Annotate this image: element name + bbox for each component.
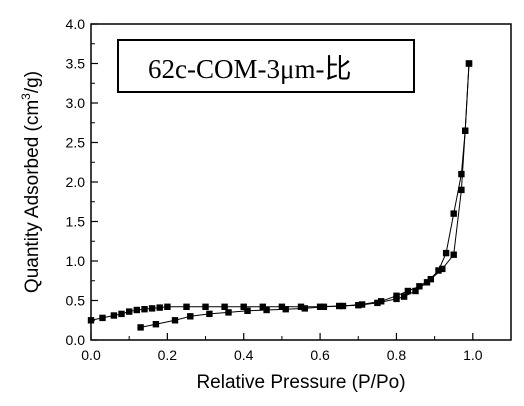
y-axis-label-main: Quantity Adsorbed (cm: [22, 100, 43, 293]
data-point: [164, 303, 171, 310]
data-point: [99, 314, 106, 322]
y-axis: 0.0 0.5 1.0 1.5 2.0 2.5 3.0 3.5 4.0: [66, 16, 98, 348]
x-axis: 0.0 0.2 0.4 0.6 0.8 1.0: [81, 333, 483, 363]
data-point: [442, 249, 450, 257]
y-axis-label: Quantity Adsorbed (cm3/g): [19, 71, 43, 293]
data-point: [137, 324, 144, 331]
data-point: [462, 127, 469, 134]
data-point: [118, 310, 125, 318]
x-tick-label: 0.0: [81, 347, 101, 363]
y-tick-label: 0.0: [66, 332, 86, 348]
data-point: [378, 298, 385, 305]
data-point: [301, 305, 308, 312]
data-point: [183, 303, 190, 310]
y-tick-label: 2.0: [66, 174, 86, 190]
data-point: [450, 251, 457, 258]
data-point: [202, 303, 209, 310]
data-point: [374, 299, 381, 307]
y-tick-label: 4.0: [66, 16, 86, 32]
y-tick-label: 1.5: [66, 214, 86, 230]
data-point: [221, 303, 228, 310]
data-point: [126, 308, 133, 315]
y-axis-label-tail: /g): [22, 71, 43, 93]
data-point: [141, 306, 148, 313]
y-tick-label: 2.5: [66, 135, 86, 151]
x-tick-label: 0.6: [310, 347, 330, 363]
data-point: [339, 302, 347, 310]
data-point: [148, 305, 156, 312]
data-point: [320, 303, 328, 310]
series-line-1: [90, 63, 470, 321]
y-tick-label: 3.0: [66, 95, 86, 111]
data-point: [458, 170, 465, 178]
data-point: [171, 317, 179, 324]
data-point: [259, 303, 266, 310]
data-point: [423, 279, 431, 286]
x-tick-label: 0.4: [234, 347, 254, 363]
title-box: 62c-COM-3μm-比: [117, 39, 415, 93]
data-point: [152, 321, 160, 328]
data-point: [400, 293, 408, 300]
data-point: [297, 303, 305, 310]
series-layer: [87, 60, 473, 331]
x-tick-label: 0.2: [158, 347, 178, 363]
data-point: [133, 306, 140, 314]
data-point: [358, 301, 366, 308]
data-point: [156, 304, 163, 311]
data-point: [240, 303, 247, 310]
data-point: [458, 186, 465, 194]
data-point: [435, 267, 442, 274]
data-point: [225, 309, 232, 316]
data-point: [206, 310, 213, 318]
y-tick-label: 3.5: [66, 56, 86, 72]
data-point: [465, 60, 473, 67]
data-point: [110, 312, 118, 319]
x-tick-label: 1.0: [463, 347, 483, 363]
data-point: [87, 317, 95, 324]
data-point: [187, 313, 194, 320]
x-axis-label: Relative Pressure (P/Po): [196, 372, 405, 393]
title-frame: [117, 39, 415, 93]
data-point: [263, 306, 270, 314]
y-tick-label: 0.5: [66, 293, 86, 309]
data-point: [393, 292, 400, 299]
y-tick-label: 1.0: [66, 253, 86, 269]
data-point: [404, 287, 412, 295]
data-point: [427, 276, 434, 283]
y-axis-label-sup: 3: [19, 93, 33, 100]
data-point: [244, 307, 251, 314]
data-point: [416, 283, 423, 290]
x-tick-label: 0.8: [387, 347, 407, 363]
data-point: [278, 303, 286, 310]
data-point: [282, 306, 289, 313]
data-point: [412, 287, 419, 295]
data-point: [439, 265, 446, 273]
chart-title: 62c-COM-3μm-比: [148, 54, 351, 84]
data-point: [450, 210, 457, 217]
